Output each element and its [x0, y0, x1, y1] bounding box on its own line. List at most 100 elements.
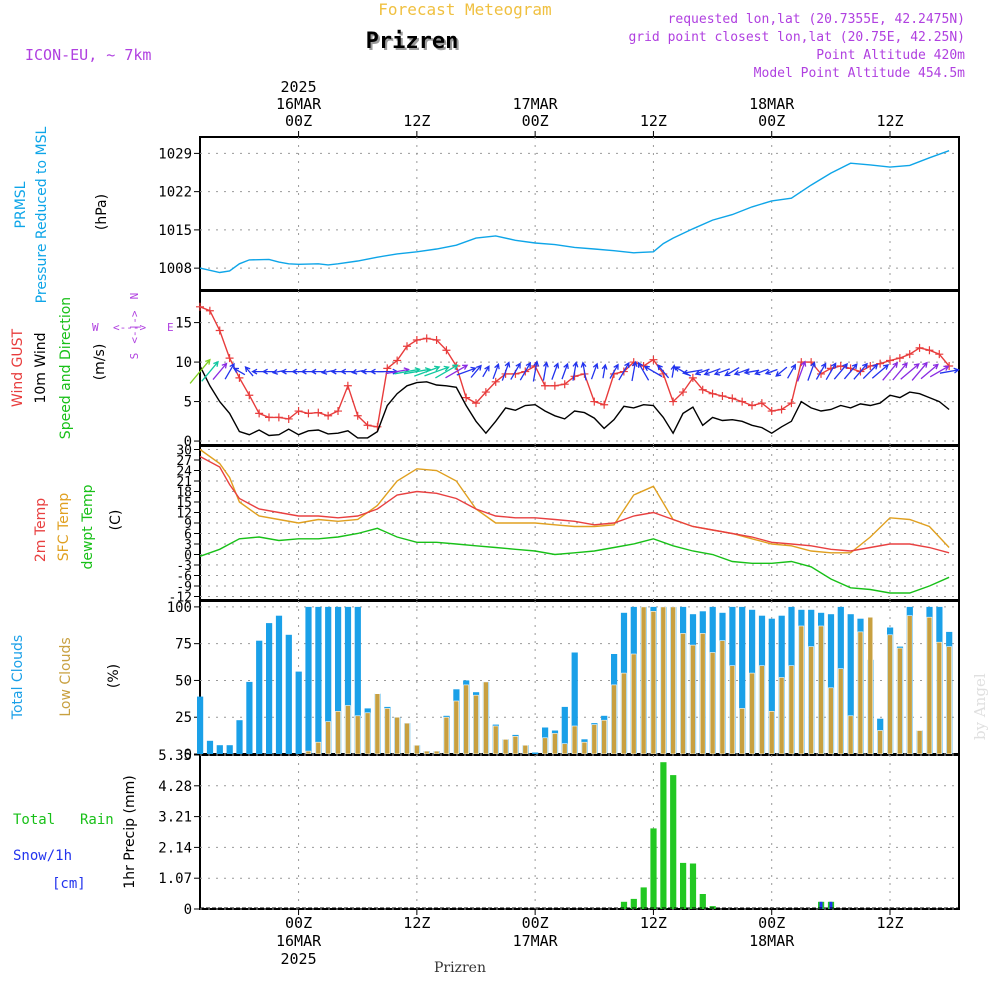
rain-bar: [640, 887, 647, 909]
wind-arrow: [833, 362, 848, 380]
sfctemp-label: SFC Temp: [56, 493, 72, 562]
pressure-ytick-label: 1022: [158, 185, 192, 201]
total-cloud-bar: [571, 652, 578, 754]
total-label: Total: [13, 812, 55, 828]
low-cloud-bar: [630, 653, 637, 755]
wind-arrow: [871, 364, 890, 379]
snow-bar: [819, 901, 823, 909]
pressure-panel-labels: PRMSL Pressure Reduced to MSL (hPa): [13, 126, 110, 303]
time-axis-top-label: 00Z: [522, 112, 549, 130]
precipitation-panel: 0 1.07 2.14 3.21 4.28 5.35: [158, 748, 960, 918]
wind-arrow: [212, 362, 228, 381]
rain-label: Rain: [80, 812, 114, 828]
pressure-unit-label: (hPa): [94, 194, 110, 230]
low-cloud-bar: [650, 610, 657, 755]
temperature-ytick-label: 18: [176, 486, 192, 501]
forecast-title: Forecast Meteogram: [378, 0, 551, 19]
wind-arrow: [764, 368, 778, 376]
gust-marker: [284, 414, 293, 423]
gust-marker: [541, 381, 549, 390]
low-cloud-bar: [453, 700, 460, 755]
time-axis-bottom-label: 00Z: [758, 914, 785, 932]
wind-arrow: [815, 362, 827, 380]
station-title: Prizren: [366, 29, 459, 54]
prmsl-line: [199, 150, 950, 274]
gust-marker: [777, 405, 786, 414]
gust-marker: [748, 401, 756, 410]
time-axis-top-label: 12Z: [403, 112, 430, 130]
rain-bar: [630, 898, 637, 909]
time-axis-top-label: 00Z: [758, 112, 785, 130]
gust-marker: [886, 356, 894, 365]
total-cloud-bar: [275, 615, 283, 754]
low-cloud-bar: [621, 672, 627, 755]
total-cloud-bar: [295, 671, 302, 754]
low-cloud-bar: [778, 677, 785, 755]
compass-east: E: [167, 321, 174, 334]
wind-arrow: [551, 362, 560, 380]
gust-marker: [905, 350, 914, 359]
temperature-ytick-label: -6: [176, 570, 192, 585]
low-cloud-bar: [571, 725, 578, 755]
gust-marker: [422, 334, 431, 343]
wind-arrow: [703, 368, 721, 376]
total-cloud-bar: [344, 606, 352, 754]
rain-bar: [680, 862, 687, 909]
low-cloud-bar: [877, 730, 883, 755]
gust-marker: [767, 407, 776, 416]
wind-unit-label: (m/s): [92, 344, 108, 381]
gust-marker: [669, 397, 678, 406]
wind-arrow: [232, 367, 246, 376]
wind-arrow: [609, 363, 619, 379]
wind-arrow: [657, 364, 670, 379]
gust-marker: [550, 381, 559, 390]
wind-arrow: [340, 368, 355, 375]
gust-marker: [472, 399, 480, 408]
low-cloud-bar: [749, 672, 755, 755]
low-cloud-bar: [739, 708, 745, 755]
time-axis-top-label: 2025: [281, 78, 317, 96]
time-axis-top-label: 17MAR: [513, 95, 559, 113]
low-cloud-bar: [443, 716, 450, 755]
gridpoint-coords: grid point closest lon,lat (20.75E, 42.2…: [628, 30, 965, 45]
time-axis-top-label: 16MAR: [276, 95, 322, 113]
temperature-ytick-label: 30: [176, 444, 192, 459]
gust-marker: [265, 413, 273, 422]
low-cloud-bar: [374, 693, 381, 755]
gust-marker: [294, 407, 303, 416]
gust-marker: [935, 350, 944, 359]
gust-marker: [688, 373, 697, 382]
wind-arrow: [435, 364, 459, 379]
wind-arrow: [601, 363, 608, 379]
low-cloud-bar: [423, 750, 430, 755]
low-cloud-bar: [414, 744, 420, 755]
low-cloud-bar: [345, 705, 351, 755]
clouds-ytick-label: 100: [167, 600, 192, 616]
wind-arrow: [492, 363, 500, 380]
low-cloud-bar: [364, 712, 371, 755]
wind-arrow: [713, 368, 731, 376]
gust-marker: [787, 399, 796, 408]
low-cloud-bar: [808, 646, 814, 755]
wind-arrow: [351, 368, 364, 375]
wind-ytick-label: 5: [184, 395, 192, 411]
wind-arrow: [862, 363, 879, 380]
low-cloud-bar: [561, 743, 568, 755]
wind-arrow: [445, 364, 469, 379]
total-cloud-bar: [266, 623, 273, 754]
gust-marker: [235, 373, 244, 382]
total-cloud-bar: [827, 614, 835, 754]
clouds-ytick-label: 25: [175, 710, 192, 726]
low-cloud-bar: [926, 616, 933, 755]
total-cloud-bar: [532, 752, 539, 754]
compass-north: N: [128, 293, 141, 300]
gust-marker: [373, 422, 382, 431]
wind-ytick-label: 0: [184, 434, 192, 450]
pressure-panel: 1008 1015 1022 1029: [158, 136, 960, 291]
wind-arrow: [754, 368, 769, 376]
low-cloud-bar: [828, 687, 834, 755]
gust-marker: [393, 356, 402, 365]
low-cloud-bar: [473, 694, 479, 755]
clouds-unit-label: (%): [106, 664, 122, 688]
low-cloud-bar: [512, 735, 519, 755]
